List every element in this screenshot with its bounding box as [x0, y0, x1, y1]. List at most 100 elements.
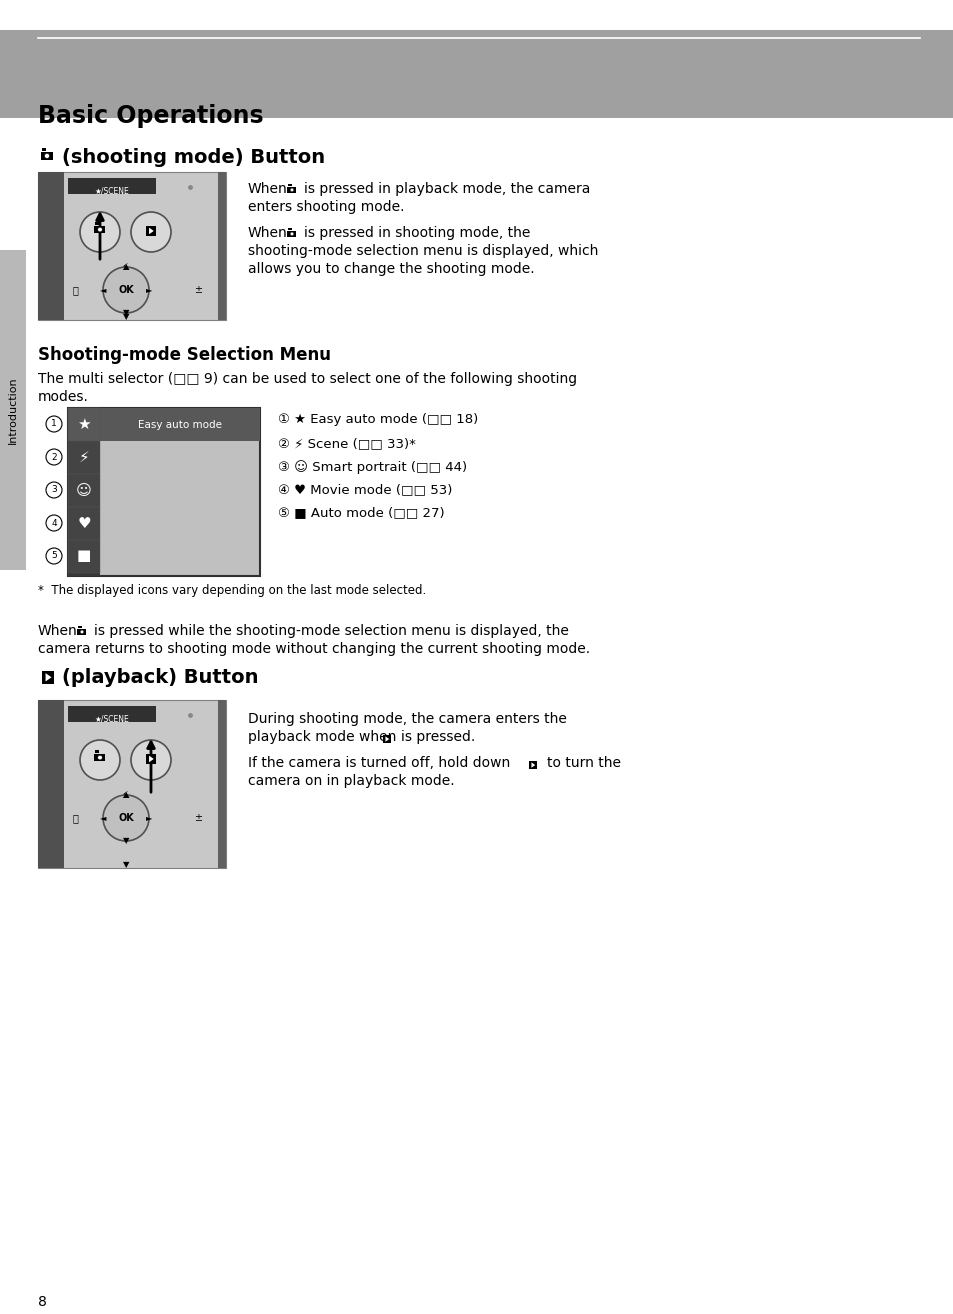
Bar	[94, 226, 106, 233]
Text: Easy auto mode: Easy auto mode	[138, 419, 222, 430]
Bar	[288, 227, 292, 230]
Circle shape	[80, 629, 84, 633]
Bar	[68, 409, 100, 576]
Bar	[78, 625, 82, 628]
Text: ⚡: ⚡	[121, 261, 129, 272]
Text: ▼: ▼	[123, 837, 129, 845]
Text: OK: OK	[118, 813, 133, 823]
Bar	[94, 754, 106, 761]
Text: ★/SCENE: ★/SCENE	[94, 187, 130, 194]
Text: ★/SCENE: ★/SCENE	[94, 714, 130, 723]
Circle shape	[103, 267, 149, 313]
Bar	[218, 700, 226, 869]
Polygon shape	[149, 227, 153, 234]
Bar	[68, 706, 156, 721]
Bar	[100, 409, 260, 442]
Text: Introduction: Introduction	[8, 376, 18, 444]
Circle shape	[103, 795, 149, 841]
Text: is pressed while the shooting-mode selection menu is displayed, the: is pressed while the shooting-mode selec…	[94, 624, 568, 639]
Text: OK: OK	[118, 285, 133, 296]
Bar	[68, 540, 100, 573]
Bar	[42, 148, 46, 151]
Text: camera returns to shooting mode without changing the current shooting mode.: camera returns to shooting mode without …	[38, 643, 590, 656]
Text: 2: 2	[51, 452, 57, 461]
Text: (shooting mode) Button: (shooting mode) Button	[62, 148, 325, 167]
Text: 3: 3	[51, 485, 57, 494]
Text: ♥: ♥	[77, 515, 91, 531]
Text: *  The displayed icons vary depending on the last mode selected.: * The displayed icons vary depending on …	[38, 583, 426, 597]
Text: ▼: ▼	[123, 859, 129, 869]
Text: ⚡: ⚡	[121, 790, 129, 800]
Bar	[68, 507, 100, 540]
Bar	[68, 409, 100, 442]
Text: ① ★ Easy auto mode (□□ 18): ① ★ Easy auto mode (□□ 18)	[277, 413, 477, 426]
Bar	[95, 222, 99, 225]
Text: modes.: modes.	[38, 390, 89, 403]
Text: ☺: ☺	[76, 482, 91, 498]
Bar	[218, 172, 226, 321]
Text: ►: ►	[146, 813, 152, 823]
Polygon shape	[149, 756, 153, 762]
Circle shape	[290, 233, 294, 235]
Text: is pressed in shooting mode, the: is pressed in shooting mode, the	[304, 226, 530, 240]
Circle shape	[290, 188, 294, 192]
Bar	[288, 184, 292, 187]
Text: ▼: ▼	[123, 309, 129, 318]
Text: ▼: ▼	[123, 311, 129, 321]
Text: ±: ±	[193, 285, 202, 296]
Text: Basic Operations: Basic Operations	[38, 104, 263, 127]
Text: ⚡: ⚡	[78, 449, 90, 465]
Text: When: When	[248, 226, 288, 240]
Text: ★: ★	[77, 417, 91, 431]
Bar	[77, 629, 87, 635]
Bar	[38, 700, 64, 869]
Circle shape	[45, 154, 50, 159]
Bar	[38, 700, 226, 869]
Text: 4: 4	[51, 519, 57, 527]
Bar	[68, 177, 156, 194]
Text: When: When	[38, 624, 77, 639]
Bar	[0, 250, 26, 570]
Text: shooting-mode selection menu is displayed, which: shooting-mode selection menu is displaye…	[248, 244, 598, 258]
Text: allows you to change the shooting mode.: allows you to change the shooting mode.	[248, 261, 534, 276]
Text: ◄: ◄	[100, 285, 106, 294]
Text: ▲: ▲	[123, 791, 129, 799]
Circle shape	[80, 740, 120, 781]
Text: ►: ►	[146, 285, 152, 294]
Text: The multi selector (□□ 9) can be used to select one of the following shooting: The multi selector (□□ 9) can be used to…	[38, 372, 577, 386]
Text: (playback) Button: (playback) Button	[62, 668, 258, 687]
Bar	[146, 226, 155, 237]
Bar	[42, 671, 54, 683]
Polygon shape	[385, 736, 389, 741]
Bar	[287, 187, 296, 193]
Text: ⏲: ⏲	[72, 285, 78, 296]
Bar	[68, 409, 260, 576]
Text: Shooting-mode Selection Menu: Shooting-mode Selection Menu	[38, 346, 331, 364]
Text: If the camera is turned off, hold down: If the camera is turned off, hold down	[248, 756, 510, 770]
Bar	[68, 442, 100, 474]
Bar	[382, 735, 391, 744]
Bar	[41, 152, 53, 160]
Circle shape	[97, 227, 102, 231]
Circle shape	[97, 756, 102, 759]
Text: ▲: ▲	[123, 263, 129, 272]
Text: ⑤ ■ Auto mode (□□ 27): ⑤ ■ Auto mode (□□ 27)	[277, 506, 444, 519]
Text: ◄: ◄	[100, 813, 106, 823]
Circle shape	[131, 212, 171, 252]
Text: ±: ±	[193, 813, 202, 823]
Circle shape	[80, 212, 120, 252]
Bar	[68, 474, 100, 507]
Bar	[146, 754, 155, 763]
Bar	[287, 231, 296, 237]
Text: During shooting mode, the camera enters the: During shooting mode, the camera enters …	[248, 712, 566, 727]
Text: 1: 1	[51, 419, 57, 428]
Text: ⏲: ⏲	[72, 813, 78, 823]
Text: ② ⚡ Scene (□□ 33)*: ② ⚡ Scene (□□ 33)*	[277, 438, 416, 449]
Text: enters shooting mode.: enters shooting mode.	[248, 200, 404, 214]
Text: When: When	[248, 183, 288, 196]
Bar	[38, 172, 226, 321]
Text: to turn the: to turn the	[546, 756, 620, 770]
Text: ④ ♥ Movie mode (□□ 53): ④ ♥ Movie mode (□□ 53)	[277, 484, 452, 495]
Text: 5: 5	[51, 552, 57, 561]
Bar	[528, 761, 537, 769]
